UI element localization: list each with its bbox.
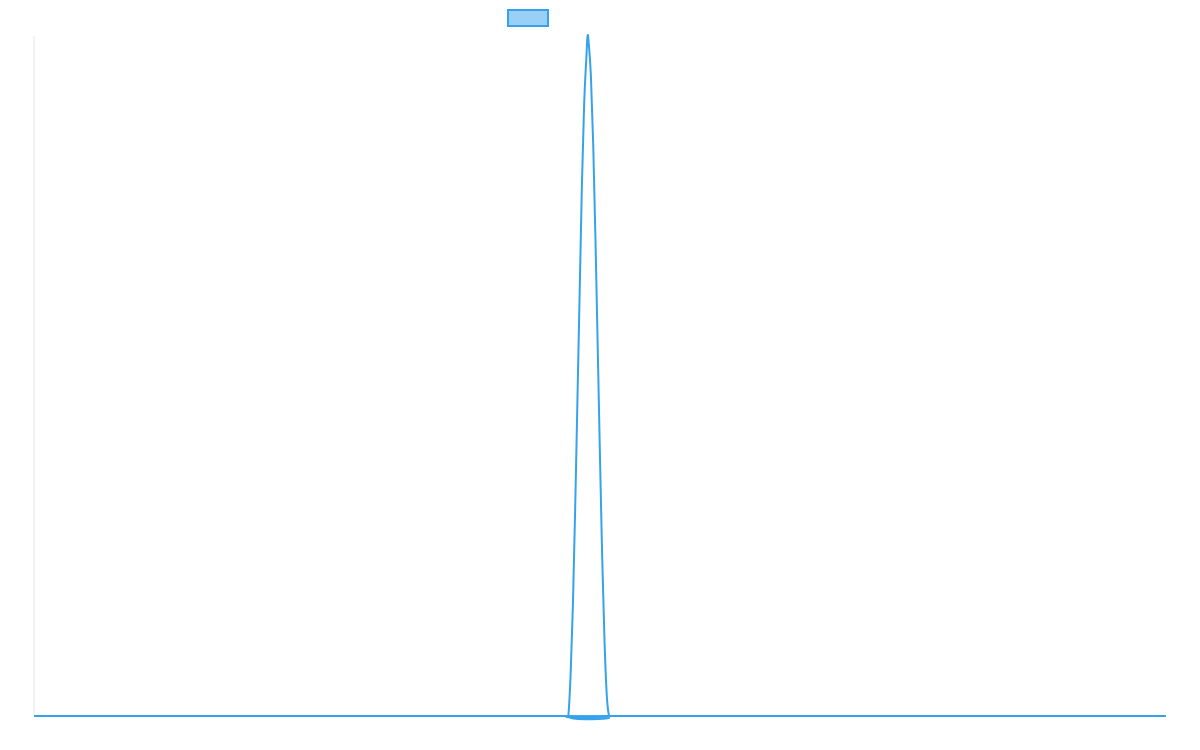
data-point[interactable]: [586, 40, 592, 46]
data-point[interactable]: [583, 53, 589, 59]
data-point[interactable]: [592, 237, 598, 243]
data-point[interactable]: [565, 713, 571, 719]
data-point[interactable]: [570, 604, 576, 610]
data-point[interactable]: [608, 713, 614, 719]
data-point[interactable]: [577, 291, 583, 297]
data-point[interactable]: [579, 183, 585, 189]
data-point[interactable]: [574, 400, 580, 406]
data-point[interactable]: [597, 455, 603, 461]
data-point[interactable]: [595, 346, 601, 352]
data-point[interactable]: [568, 672, 574, 678]
axes: [33, 36, 1166, 717]
data-point[interactable]: [581, 101, 587, 107]
data-point[interactable]: [588, 74, 594, 80]
data-point[interactable]: [599, 557, 605, 563]
legend[interactable]: [507, 9, 549, 27]
data-point[interactable]: [590, 142, 596, 148]
data-point[interactable]: [31, 713, 37, 719]
series-line-0[interactable]: [34, 33, 1166, 721]
data-point[interactable]: [585, 33, 591, 39]
legend-swatch[interactable]: [507, 9, 549, 27]
data-point[interactable]: [602, 638, 608, 644]
data-point[interactable]: [604, 693, 610, 699]
data-point[interactable]: [572, 509, 578, 515]
data-point[interactable]: [1163, 713, 1169, 719]
series-layer: [31, 33, 1169, 721]
